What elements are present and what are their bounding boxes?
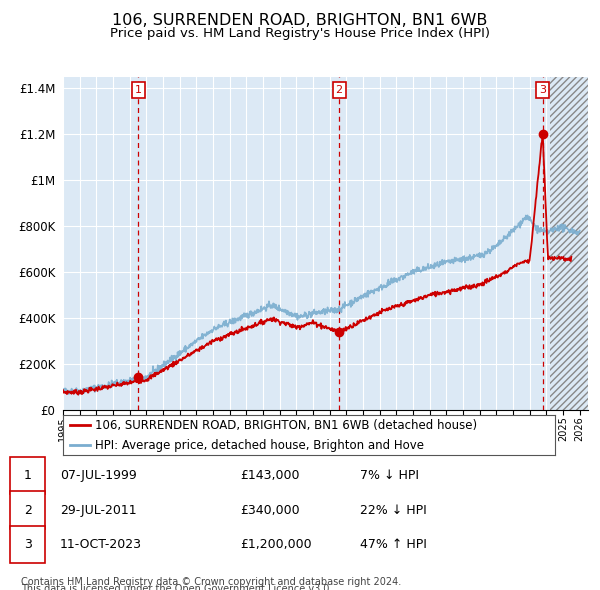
Text: 47% ↑ HPI: 47% ↑ HPI [360, 537, 427, 551]
Text: 1: 1 [135, 85, 142, 95]
Text: 11-OCT-2023: 11-OCT-2023 [60, 537, 142, 551]
Text: £1,200,000: £1,200,000 [240, 537, 311, 551]
Text: 3: 3 [539, 85, 546, 95]
Text: £340,000: £340,000 [240, 503, 299, 517]
Text: 22% ↓ HPI: 22% ↓ HPI [360, 503, 427, 517]
Text: 3: 3 [23, 537, 32, 551]
Text: £143,000: £143,000 [240, 469, 299, 483]
Text: 29-JUL-2011: 29-JUL-2011 [60, 503, 137, 517]
Bar [550, 77, 588, 410]
Text: 7% ↓ HPI: 7% ↓ HPI [360, 469, 419, 483]
Text: 106, SURRENDEN ROAD, BRIGHTON, BN1 6WB: 106, SURRENDEN ROAD, BRIGHTON, BN1 6WB [112, 13, 488, 28]
Text: 1: 1 [23, 469, 32, 483]
Text: Price paid vs. HM Land Registry's House Price Index (HPI): Price paid vs. HM Land Registry's House … [110, 27, 490, 40]
Text: 2: 2 [335, 85, 343, 95]
Text: This data is licensed under the Open Government Licence v3.0.: This data is licensed under the Open Gov… [21, 584, 332, 590]
Text: Contains HM Land Registry data © Crown copyright and database right 2024.: Contains HM Land Registry data © Crown c… [21, 577, 401, 587]
Text: 07-JUL-1999: 07-JUL-1999 [60, 469, 137, 483]
Text: 106, SURRENDEN ROAD, BRIGHTON, BN1 6WB (detached house): 106, SURRENDEN ROAD, BRIGHTON, BN1 6WB (… [95, 419, 477, 432]
Text: HPI: Average price, detached house, Brighton and Hove: HPI: Average price, detached house, Brig… [95, 439, 424, 452]
Text: 2: 2 [23, 503, 32, 517]
